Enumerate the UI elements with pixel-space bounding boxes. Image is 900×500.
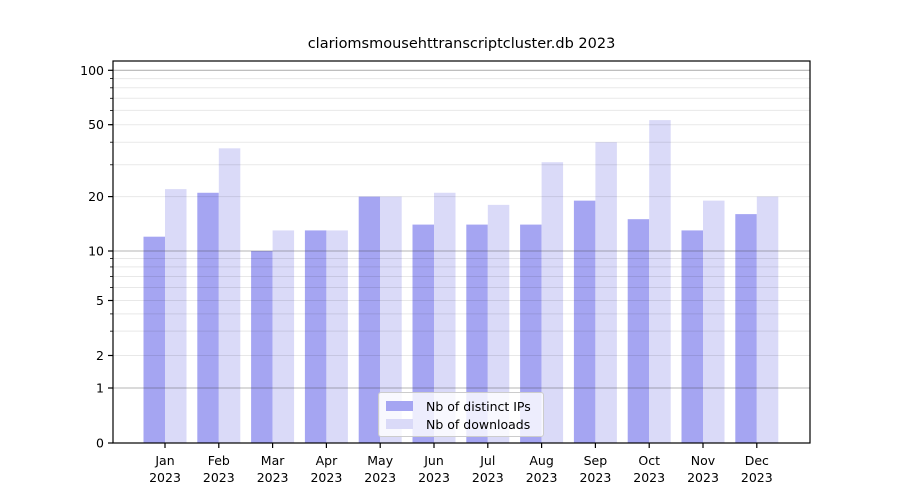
bar-downloads-jun — [434, 192, 456, 443]
x-tick-label-year: 2023 — [687, 470, 719, 485]
x-tick-label-month: Dec — [745, 453, 769, 468]
legend-swatch-distinct-ips — [386, 401, 413, 411]
y-tick-label: 10 — [88, 244, 104, 259]
bar-downloads-mar — [272, 230, 295, 443]
x-tick-label-month: Sep — [584, 453, 608, 468]
bar-downloads-nov — [703, 200, 725, 443]
bar-distinct-ips-oct — [627, 219, 650, 443]
x-tick-label-year: 2023 — [633, 470, 665, 485]
legend-row-distinct-ips: Nb of distinct IPs — [386, 398, 535, 414]
bar-distinct-ips-jun — [412, 224, 434, 443]
x-tick-label-year: 2023 — [257, 470, 289, 485]
bar-distinct-ips-nov — [681, 230, 703, 443]
bar-distinct-ips-apr — [304, 230, 327, 443]
bar-downloads-feb — [218, 148, 241, 444]
x-tick-label-year: 2023 — [310, 470, 342, 485]
x-tick-label-month: Oct — [638, 453, 660, 468]
legend-label-distinct-ips: Nb of distinct IPs — [426, 398, 531, 414]
bar-downloads-apr — [326, 230, 348, 443]
x-tick-label-month: Jul — [479, 453, 495, 468]
bar-distinct-ips-aug — [520, 224, 542, 443]
x-tick-label-month: Jun — [423, 453, 444, 468]
bar-distinct-ips-jan — [143, 236, 165, 443]
x-tick-label-year: 2023 — [149, 470, 181, 485]
x-tick-label-month: Nov — [691, 453, 716, 468]
y-tick-label: 100 — [80, 63, 104, 78]
bar-distinct-ips-sep — [573, 200, 596, 443]
x-tick-label-month: Mar — [261, 453, 285, 468]
legend-row-downloads: Nb of downloads — [386, 416, 535, 432]
bar-distinct-ips-dec — [735, 214, 757, 443]
legend: Nb of distinct IPs Nb of downloads — [378, 392, 544, 437]
x-tick-label-month: Apr — [316, 453, 338, 468]
bar-downloads-may — [380, 196, 402, 443]
bar-distinct-ips-mar — [251, 251, 273, 443]
x-tick-label-month: Jan — [154, 453, 174, 468]
y-tick-label: 50 — [88, 117, 104, 132]
bar-distinct-ips-may — [358, 196, 381, 443]
x-tick-label-year: 2023 — [364, 470, 396, 485]
bar-distinct-ips-feb — [197, 192, 219, 443]
x-tick-label-year: 2023 — [741, 470, 773, 485]
y-tick-label: 0 — [96, 436, 104, 451]
legend-label-downloads: Nb of downloads — [426, 416, 531, 432]
chart-title: clariomsmousehttranscriptcluster.db 2023 — [307, 36, 616, 52]
x-tick-label-year: 2023 — [579, 470, 611, 485]
legend-swatch-downloads — [386, 419, 413, 429]
x-tick-label-year: 2023 — [418, 470, 450, 485]
bar-downloads-dec — [756, 196, 779, 443]
x-tick-label-year: 2023 — [526, 470, 558, 485]
bar-downloads-aug — [541, 162, 564, 443]
x-tick-label-month: Feb — [208, 453, 230, 468]
bar-downloads-oct — [649, 120, 671, 443]
x-tick-label-month: May — [367, 453, 393, 468]
x-tick-label-year: 2023 — [472, 470, 504, 485]
y-tick-label: 2 — [96, 348, 104, 363]
bar-distinct-ips-jul — [466, 224, 488, 443]
bar-downloads-sep — [595, 142, 617, 443]
y-tick-label: 5 — [96, 293, 104, 308]
y-tick-label: 1 — [96, 381, 104, 396]
x-tick-label-month: Aug — [529, 453, 553, 468]
bar-downloads-jul — [487, 204, 510, 443]
bar-downloads-jan — [165, 189, 187, 443]
y-tick-label: 20 — [88, 189, 104, 204]
plot-frame — [112, 60, 811, 444]
x-tick-label-year: 2023 — [203, 470, 235, 485]
